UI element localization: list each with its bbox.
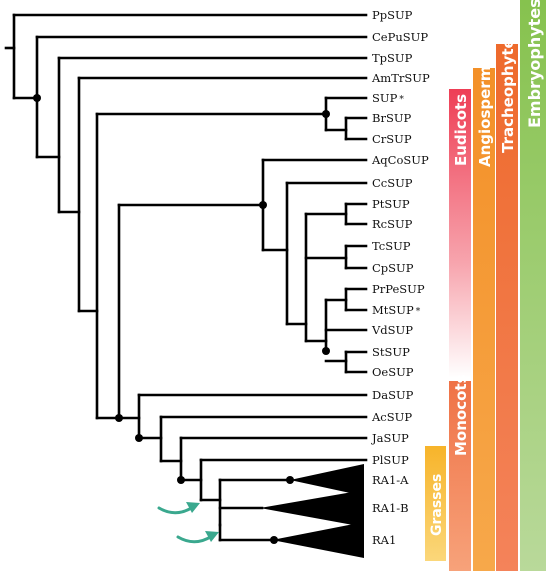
leaf-label-dasup: DaSUP	[372, 388, 414, 402]
duplication-arrow-upper-head	[186, 502, 200, 513]
ra1b-triangle	[260, 490, 364, 527]
group-bars: Embryophytes Tracheophytes Angiosperms E…	[425, 0, 546, 571]
leaf-label-crsup: CrSUP	[372, 132, 412, 146]
duplication-arrow-lower	[176, 534, 214, 544]
leaf-label-sup-marker: *	[399, 95, 404, 105]
node-dot	[177, 476, 185, 484]
leaf-label-vdsup: VdSUP	[371, 323, 413, 337]
leaf-label-ptsup: PtSUP	[372, 197, 410, 211]
grasses-bar	[425, 446, 446, 561]
tracheophytes-label: Tracheophytes	[499, 29, 517, 153]
duplication-arrow-lower-head	[205, 531, 219, 542]
leaf-label-aqcosup: AqCoSUP	[371, 153, 429, 167]
angiosperms-bar	[473, 68, 495, 571]
leaf-label-oesup: OeSUP	[372, 365, 414, 379]
monocots-bar	[449, 381, 471, 571]
ra1a-triangle	[290, 464, 364, 496]
leaf-label-brsup: BrSUP	[372, 111, 412, 125]
node-dot	[115, 414, 123, 422]
leaf-label-ccsup: CcSUP	[372, 176, 413, 190]
node-dot	[322, 110, 330, 118]
leaf-label-ra1: RA1	[372, 533, 396, 547]
angiosperms-label: Angiosperms	[476, 57, 494, 167]
leaf-label-cepusup: CePuSUP	[372, 30, 428, 44]
leaf-label-mtsup-marker: *	[416, 307, 421, 317]
leaf-label-mtsup: MtSUP *	[372, 303, 421, 317]
tracheophytes-bar	[496, 44, 518, 571]
leaf-label-ra1b: RA1-B	[372, 501, 409, 515]
leaf-label-ppsup: PpSUP	[372, 8, 413, 22]
grasses-label: Grasses	[429, 474, 445, 536]
leaf-label-acsup: AcSUP	[371, 410, 412, 424]
leaf-label-cpsup: CpSUP	[372, 261, 414, 275]
ra1-triangle	[272, 522, 364, 558]
leaf-label-ra1a: RA1-A	[372, 473, 409, 487]
node-dot	[286, 476, 294, 484]
leaf-label-rcsup: RcSUP	[372, 217, 413, 231]
leaf-label-tpsup: TpSUP	[372, 51, 413, 65]
leaf-label-tcsup: TcSUP	[372, 239, 411, 253]
eudicots-bar	[449, 89, 471, 378]
leaf-label-stsup: StSUP	[372, 345, 410, 359]
monocots-label: Monocots	[452, 374, 470, 456]
leaf-label-mtsup-name: MtSUP	[372, 303, 414, 317]
embryophytes-bar	[520, 0, 546, 571]
node-dot	[270, 536, 278, 544]
leaf-label-prpesup: PrPeSUP	[372, 282, 425, 296]
duplication-arrow-upper	[157, 505, 195, 515]
node-dot	[33, 94, 41, 102]
leaf-label-sup-name: SUP	[372, 91, 398, 105]
support-nodes	[33, 94, 330, 544]
tree-branches	[4, 13, 368, 542]
duplication-arrows	[157, 502, 219, 544]
node-dot	[259, 201, 267, 209]
leaf-labels: PpSUP CePuSUP TpSUP AmTrSUP SUP * BrSUP C…	[371, 8, 430, 547]
leaf-label-jasup: JaSUP	[371, 431, 409, 445]
node-dot	[135, 434, 143, 442]
node-dot	[322, 347, 330, 355]
leaf-label-sup: SUP *	[372, 91, 404, 105]
collapsed-clades	[260, 464, 364, 558]
leaf-label-amtrsup: AmTrSUP	[371, 71, 430, 85]
leaf-label-plsup: PlSUP	[372, 453, 409, 467]
eudicots-label: Eudicots	[452, 94, 470, 166]
embryophytes-label: Embryophytes	[525, 0, 544, 128]
